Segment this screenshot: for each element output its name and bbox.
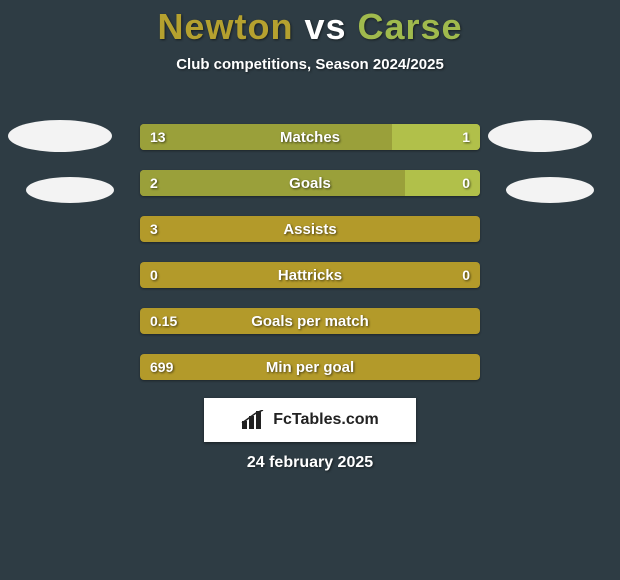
site-badge-text: FcTables.com (273, 411, 379, 429)
stat-label: Matches (140, 124, 480, 150)
stat-right-value: 0 (452, 170, 480, 196)
stat-right-value: 0 (452, 262, 480, 288)
site-logo: FcTables.com (241, 410, 379, 430)
stat-row: 2Goals0 (140, 170, 480, 196)
title-right: Carse (357, 6, 462, 47)
avatar-ellipse (506, 177, 594, 203)
stat-row: 0.15Goals per match (140, 308, 480, 334)
bars-icon (241, 410, 267, 430)
site-badge[interactable]: FcTables.com (204, 398, 416, 442)
stat-row: 13Matches1 (140, 124, 480, 150)
canvas: Newton vs Carse Club competitions, Seaso… (0, 0, 620, 580)
stat-rows: 13Matches12Goals03Assists0Hattricks00.15… (140, 124, 480, 400)
stat-label: Min per goal (140, 354, 480, 380)
avatar-ellipse (488, 120, 592, 152)
title-left: Newton (157, 6, 293, 47)
stat-row: 0Hattricks0 (140, 262, 480, 288)
stat-row: 699Min per goal (140, 354, 480, 380)
stat-row: 3Assists (140, 216, 480, 242)
stat-right-value: 1 (452, 124, 480, 150)
stat-label: Goals (140, 170, 480, 196)
stat-label: Goals per match (140, 308, 480, 334)
footer-date: 24 february 2025 (0, 454, 620, 472)
avatar-ellipse (8, 120, 112, 152)
title-mid: vs (293, 6, 357, 47)
stat-label: Hattricks (140, 262, 480, 288)
stat-label: Assists (140, 216, 480, 242)
page-title: Newton vs Carse (0, 0, 620, 48)
avatar-ellipse (26, 177, 114, 203)
subtitle: Club competitions, Season 2024/2025 (0, 56, 620, 73)
